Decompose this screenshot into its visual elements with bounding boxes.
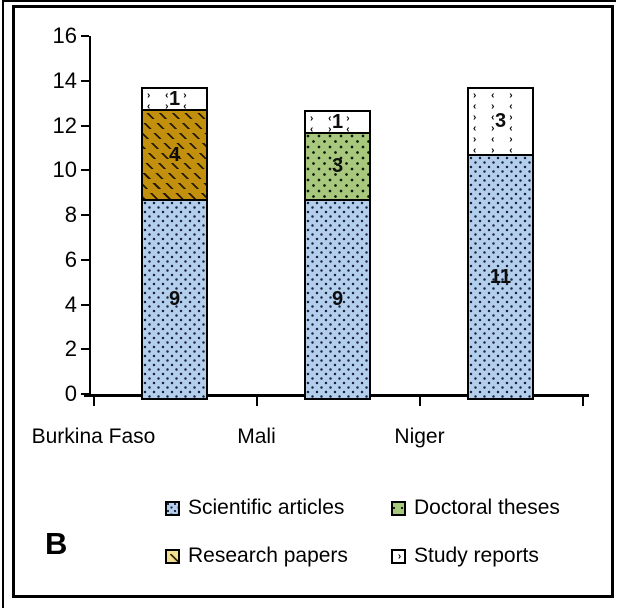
- legend-item-scientific-articles: Scientific articles: [165, 496, 344, 520]
- segment-scientific-articles-mali: 9: [304, 199, 371, 400]
- segment-value-label: 4: [168, 143, 181, 166]
- y-axis-tick: [81, 35, 89, 37]
- chart-panel: B 0246810121416149139311Burkina FasoMali…: [12, 5, 614, 598]
- y-axis-tick: [81, 124, 89, 127]
- y-axis-tick-label: 14: [52, 67, 77, 93]
- y-axis-tick-label: 4: [64, 291, 77, 317]
- segment-value-label: 9: [168, 288, 181, 310]
- segment-value-label: 11: [489, 265, 512, 288]
- legend-label: Research papers: [188, 544, 348, 567]
- legend-swatch-doctoral-theses: [391, 500, 406, 516]
- segment-value-label: 3: [494, 110, 507, 132]
- bar-burkina-faso: 1 4 9: [141, 87, 208, 400]
- segment-value-label: 1: [331, 110, 344, 133]
- y-axis-tick-label: 16: [52, 23, 77, 48]
- legend-swatch-study-reports: [391, 548, 406, 564]
- bar-niger: 3 11: [467, 87, 534, 400]
- x-category-label-niger: Niger: [394, 425, 445, 448]
- bar-mali: 1 3 9: [304, 110, 371, 400]
- segment-value-label: 3: [331, 155, 344, 177]
- x-category-label-mali: Mali: [237, 425, 276, 448]
- y-axis-tick: [81, 214, 89, 216]
- legend-label: Scientific articles: [188, 496, 345, 519]
- y-axis-tick: [81, 258, 89, 261]
- y-axis-tick-label: 8: [64, 202, 77, 227]
- y-axis-tick: [81, 303, 89, 306]
- segment-research-papers-burkina-faso: 4: [141, 109, 208, 201]
- y-axis-tick: [81, 348, 89, 351]
- x-category-label-burkina-faso: Burkina Faso: [31, 425, 156, 448]
- legend-item-doctoral-theses: Doctoral theses: [391, 496, 560, 520]
- legend-label: Doctoral theses: [414, 496, 560, 519]
- y-axis-tick-label: 12: [52, 112, 77, 138]
- x-axis-tick: [582, 397, 584, 406]
- segment-value-label: 9: [331, 288, 344, 310]
- plot-area: B 0246810121416149139311Burkina FasoMali…: [15, 8, 611, 595]
- x-axis-tick: [256, 397, 258, 406]
- legend-item-study-reports: Study reports: [391, 544, 539, 568]
- y-axis-tick: [81, 169, 89, 172]
- y-axis-line: [89, 36, 91, 397]
- legend-swatch-scientific-articles: [165, 500, 180, 516]
- legend-swatch-research-papers: [165, 548, 180, 564]
- x-axis-tick: [93, 397, 95, 406]
- y-axis-tick: [81, 393, 89, 395]
- legend-item-research-papers: Research papers: [165, 544, 348, 568]
- segment-doctoral-theses-mali: 3: [304, 132, 371, 201]
- segment-scientific-articles-niger: 11: [467, 154, 534, 400]
- panel-label: B: [45, 526, 68, 561]
- y-axis-tick-label: 0: [64, 381, 77, 406]
- segment-scientific-articles-burkina-faso: 9: [141, 199, 208, 400]
- x-axis-tick: [419, 397, 421, 406]
- y-axis-tick-label: 6: [64, 246, 77, 272]
- segment-value-label: 1: [168, 87, 181, 110]
- segment-study-reports-mali: 1: [304, 110, 371, 134]
- y-axis-tick-label: 2: [64, 336, 77, 362]
- segment-study-reports-burkina-faso: 1: [141, 87, 208, 111]
- y-axis-tick: [81, 79, 89, 82]
- segment-study-reports-niger: 3: [467, 87, 534, 156]
- legend-label: Study reports: [414, 544, 539, 567]
- y-axis-tick-label: 10: [52, 157, 77, 183]
